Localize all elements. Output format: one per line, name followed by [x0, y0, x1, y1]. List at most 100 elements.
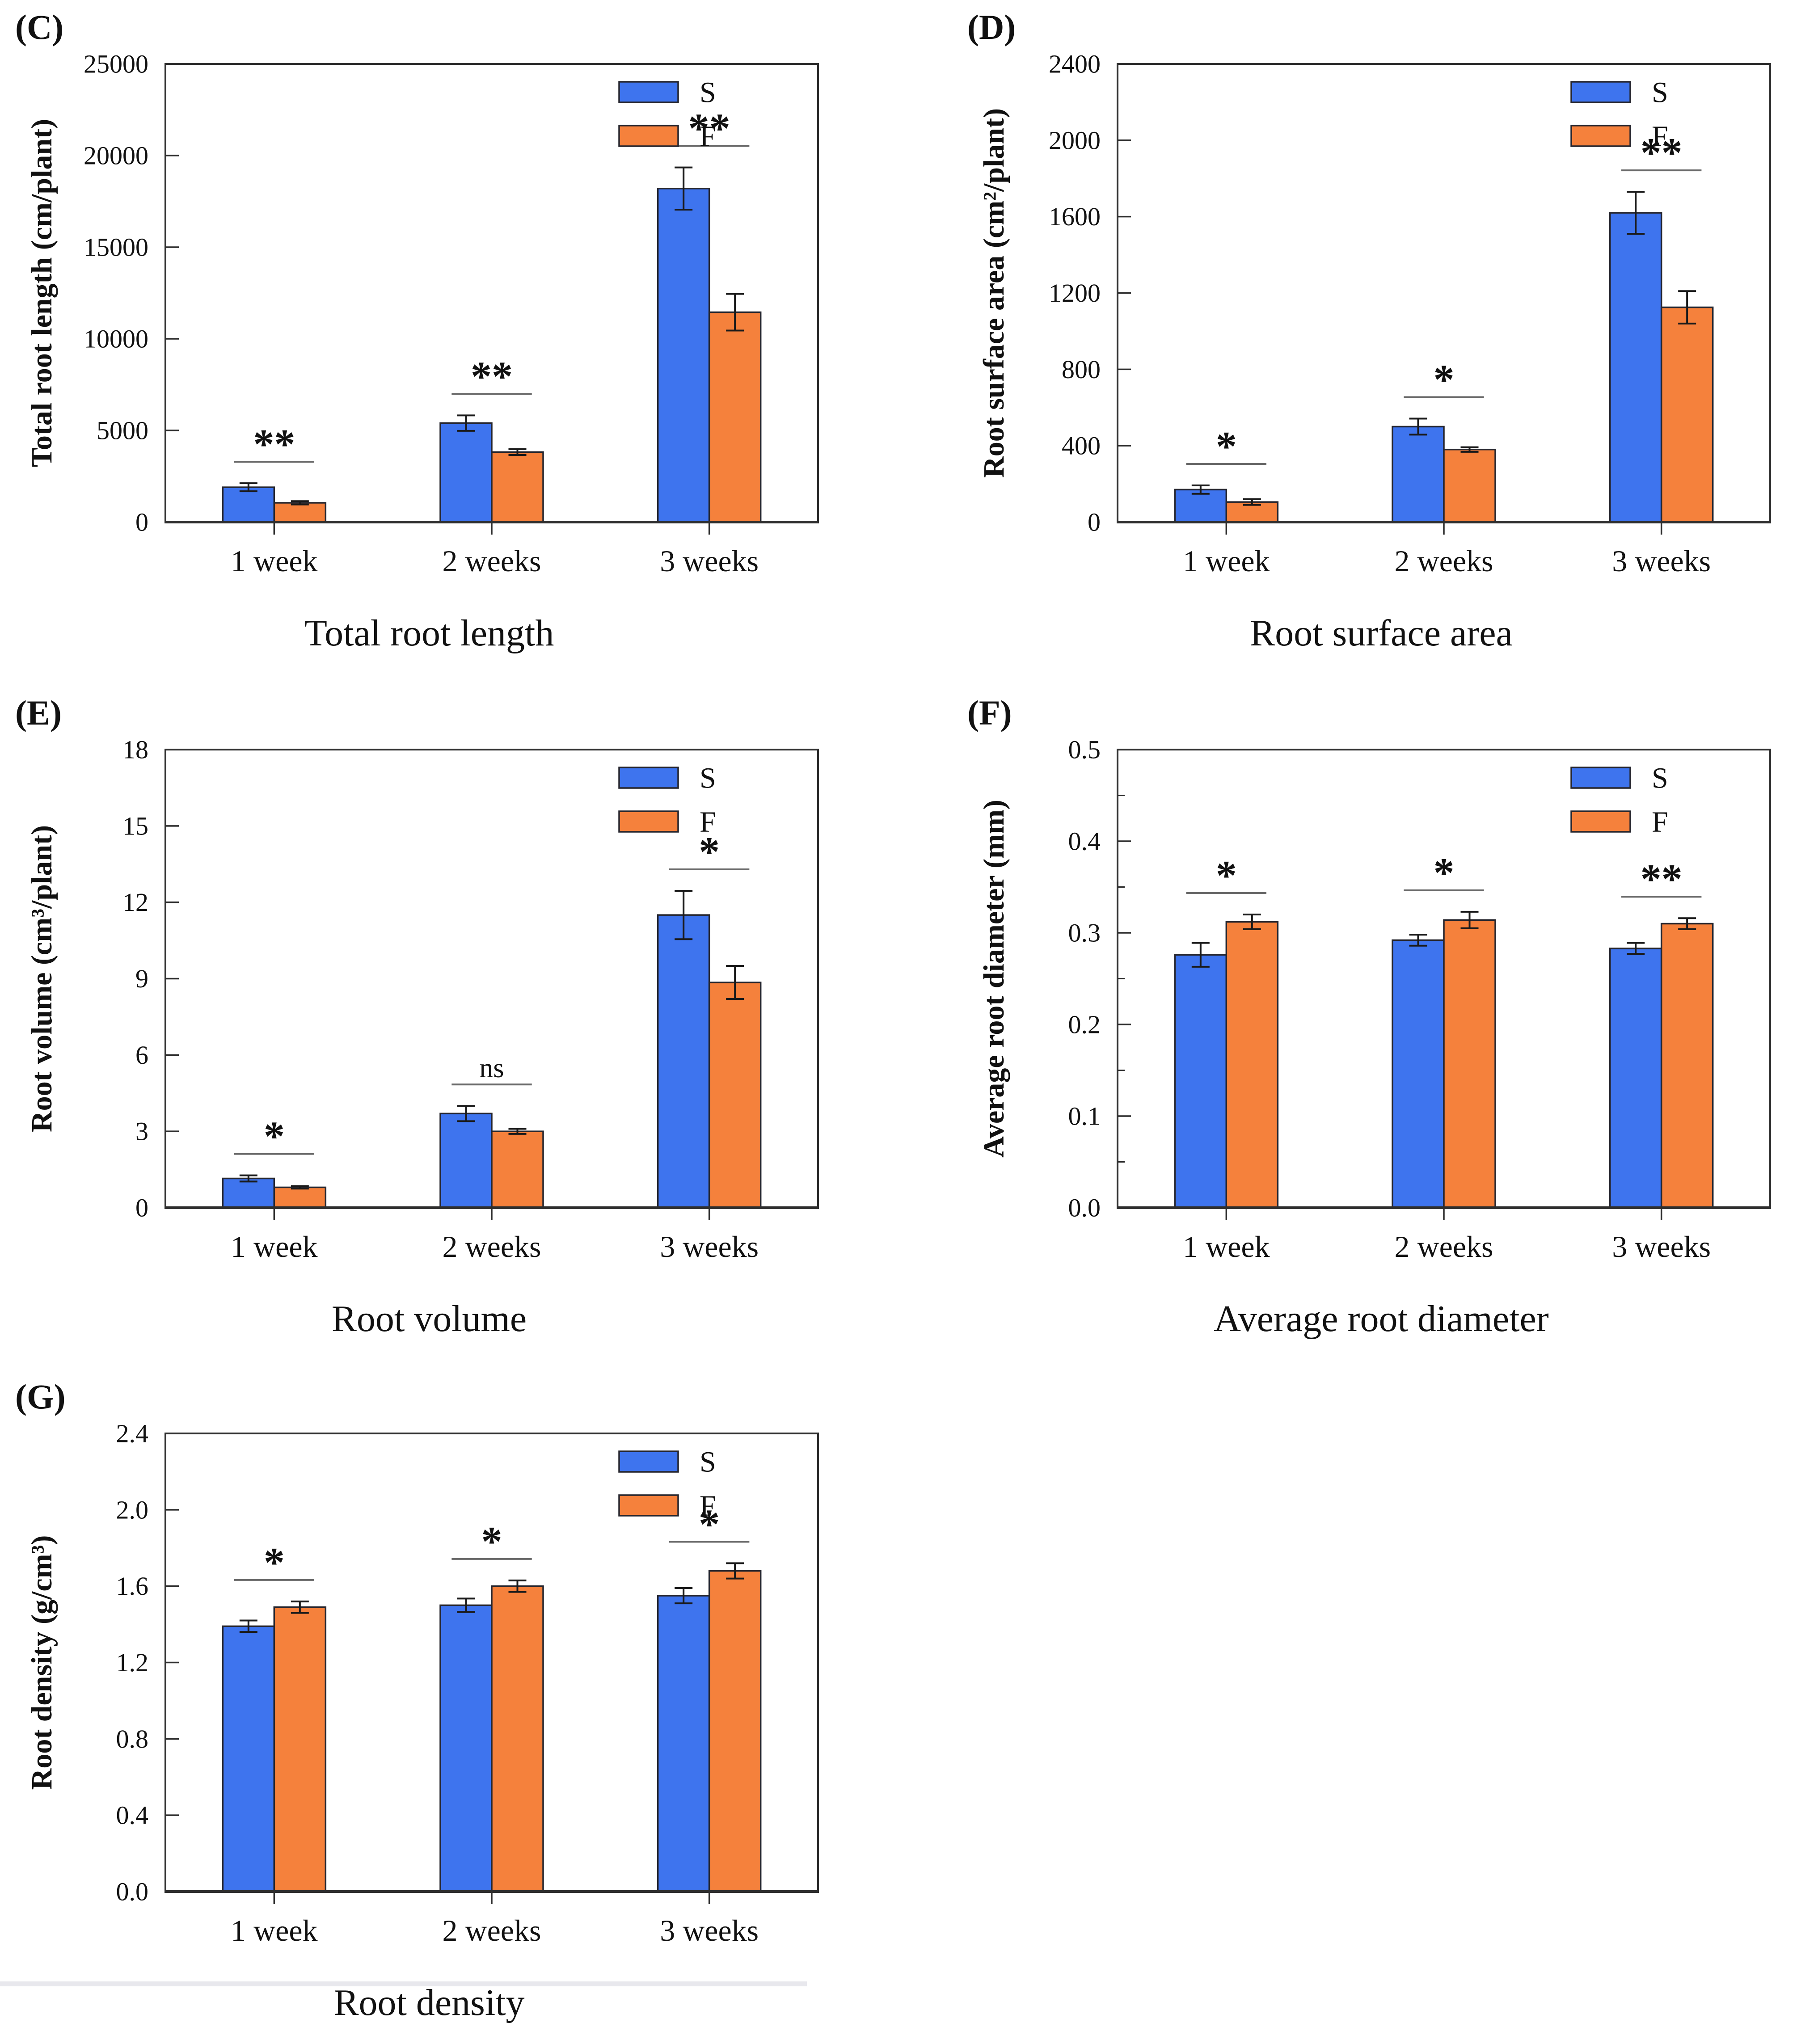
significance-mark: *: [1434, 357, 1455, 403]
significance-mark: *: [481, 1518, 502, 1565]
x-tick-label: 1 week: [231, 544, 317, 578]
y-tick-label: 5000: [97, 416, 148, 445]
y-tick-label: 400: [1062, 431, 1101, 460]
panel-letter: (C): [15, 8, 64, 46]
significance-mark: **: [688, 105, 730, 152]
y-axis-label: Root volume (cm³/plant): [25, 825, 58, 1132]
legend-label-F: F: [1652, 806, 1668, 839]
bar-F-3wk: [708, 982, 762, 1209]
y-tick-label: 0.0: [1068, 1193, 1101, 1222]
bar-S-2wk: [439, 1604, 493, 1892]
legend-label-F: F: [700, 1490, 716, 1522]
bar-F-3wk: [1660, 923, 1714, 1209]
x-tick-label: 2 weeks: [1395, 544, 1493, 578]
legend-label-F: F: [700, 120, 716, 153]
chart-caption: Root density: [333, 1982, 525, 2023]
x-tick-label: 3 weeks: [1612, 1230, 1711, 1264]
bar-F-3wk: [1660, 306, 1714, 523]
bar-S-2wk: [439, 422, 493, 523]
bar-S-1wk: [222, 486, 275, 523]
y-tick-label: 0: [1088, 508, 1101, 537]
y-tick-label: 15000: [84, 233, 148, 262]
y-tick-label: 0.8: [116, 1724, 149, 1753]
y-tick-label: 0.0: [116, 1877, 149, 1906]
chart-caption: Root volume: [331, 1298, 527, 1340]
total-root-length-chart: 0 5000 10000 15000 20000 25000 1 week 2 weeks 3 …: [25, 50, 819, 578]
significance-mark: **: [253, 421, 295, 468]
y-tick-label: 3: [135, 1117, 148, 1146]
significance-mark: **: [471, 353, 513, 400]
y-tick-label: 18: [122, 735, 148, 764]
y-tick-label: 0: [135, 1193, 148, 1222]
bar-S-1wk: [222, 1177, 275, 1209]
y-tick-label: 10000: [84, 325, 148, 354]
significance-mark: ns: [479, 1053, 504, 1083]
bar-F-1wk: [1225, 921, 1279, 1209]
y-axis-label: Root surface area (cm²/plant): [978, 108, 1010, 478]
y-tick-label: 25000: [84, 50, 148, 79]
y-tick-label: 800: [1062, 355, 1101, 384]
legend-swatch-S: [618, 767, 679, 789]
panel-total-root-length: (C) 0 5000 10000 15000 20000 25000 1 week 2 wee…: [9, 4, 854, 655]
root-volume-chart: 0 3 6 9 12 15 18 1 week 2 weeks 3 weeks Root volum…: [25, 735, 819, 1264]
bar-F-2wk: [1443, 448, 1496, 523]
bar-F-2wk: [1443, 919, 1496, 1209]
bar-S-1wk: [222, 1625, 275, 1892]
legend-label-S: S: [700, 1446, 716, 1479]
bar-F-2wk: [491, 1585, 544, 1892]
bar-S-2wk: [1392, 939, 1445, 1209]
y-tick-label: 0.4: [1068, 827, 1101, 856]
significance-mark: *: [264, 1539, 285, 1586]
bar-F-1wk: [273, 502, 327, 523]
y-tick-label: 12: [122, 888, 148, 917]
y-tick-label: 0.1: [1068, 1102, 1101, 1131]
significance-mark: *: [1216, 852, 1237, 899]
y-tick-label: 0.4: [116, 1801, 149, 1830]
legend-swatch-S: [618, 81, 679, 103]
significance-mark: *: [699, 1501, 720, 1547]
legend-swatch-S: [1570, 81, 1631, 103]
legend-swatch-S: [618, 1450, 679, 1473]
legend-label-F: F: [700, 806, 716, 839]
legend-swatch-F: [618, 810, 679, 833]
bar-F-1wk: [273, 1186, 327, 1209]
y-tick-label: 2000: [1049, 126, 1101, 155]
y-tick-label: 20000: [84, 141, 148, 170]
y-tick-label: 1.2: [116, 1648, 149, 1677]
bar-F-3wk: [708, 1570, 762, 1892]
y-tick-label: 0.2: [1068, 1010, 1101, 1039]
x-tick-label: 1 week: [231, 1913, 317, 1947]
significance-mark: *: [1216, 423, 1237, 470]
legend-label-S: S: [1652, 762, 1668, 795]
y-tick-label: 0: [135, 508, 148, 537]
page-seam-strip: [0, 1981, 807, 1986]
root-surface-area-chart: 0 400 800 1200 1600 2000 2400 1 week 2 weeks 3 we…: [978, 50, 1771, 578]
x-tick-label: 1 week: [1183, 1230, 1270, 1264]
bar-S-1wk: [1174, 954, 1228, 1209]
bar-S-3wk: [1609, 948, 1662, 1209]
y-tick-label: 1200: [1049, 278, 1101, 308]
significance-mark: *: [699, 829, 720, 875]
y-tick-label: 2400: [1049, 50, 1101, 79]
bar-F-1wk: [273, 1606, 327, 1892]
x-tick-label: 2 weeks: [443, 1230, 541, 1264]
panel-root-density: (G) 0.0 0.4 0.8 1.2 1.6 2.0 2.4 1 week 2 weeks 3 …: [9, 1373, 854, 2024]
x-tick-label: 2 weeks: [1395, 1230, 1493, 1264]
panel-letter: (E): [15, 693, 62, 732]
panel-letter: (F): [967, 693, 1012, 732]
x-tick-label: 3 weeks: [1612, 544, 1711, 578]
x-tick-label: 1 week: [1183, 544, 1270, 578]
legend-swatch-F: [618, 125, 679, 147]
panel-root-volume: (E) 0 3 6 9 12 15 18 1 week 2 weeks 3 weeks Root v…: [9, 689, 854, 1340]
root-density-chart: 0.0 0.4 0.8 1.2 1.6 2.0 2.4 1 week 2 weeks 3 week…: [25, 1419, 819, 1947]
chart-caption: Total root length: [304, 612, 554, 654]
panel-root-surface-area: (D) 0 400 800 1200 1600 2000 2400 1 week 2 weeks…: [961, 4, 1797, 655]
significance-mark: **: [1641, 130, 1683, 176]
bar-F-3wk: [708, 311, 762, 523]
legend-swatch-S: [1570, 767, 1631, 789]
panel-average-root-diameter: (F) 0.0 0.1 0.2 0.3 0.4 0.5 1 week 2 weeks 3 wee…: [961, 689, 1797, 1340]
significance-mark: **: [1641, 856, 1683, 902]
bar-S-2wk: [439, 1113, 493, 1209]
y-tick-label: 15: [122, 811, 148, 840]
y-axis-label: Root density (g/cm³): [25, 1535, 58, 1790]
